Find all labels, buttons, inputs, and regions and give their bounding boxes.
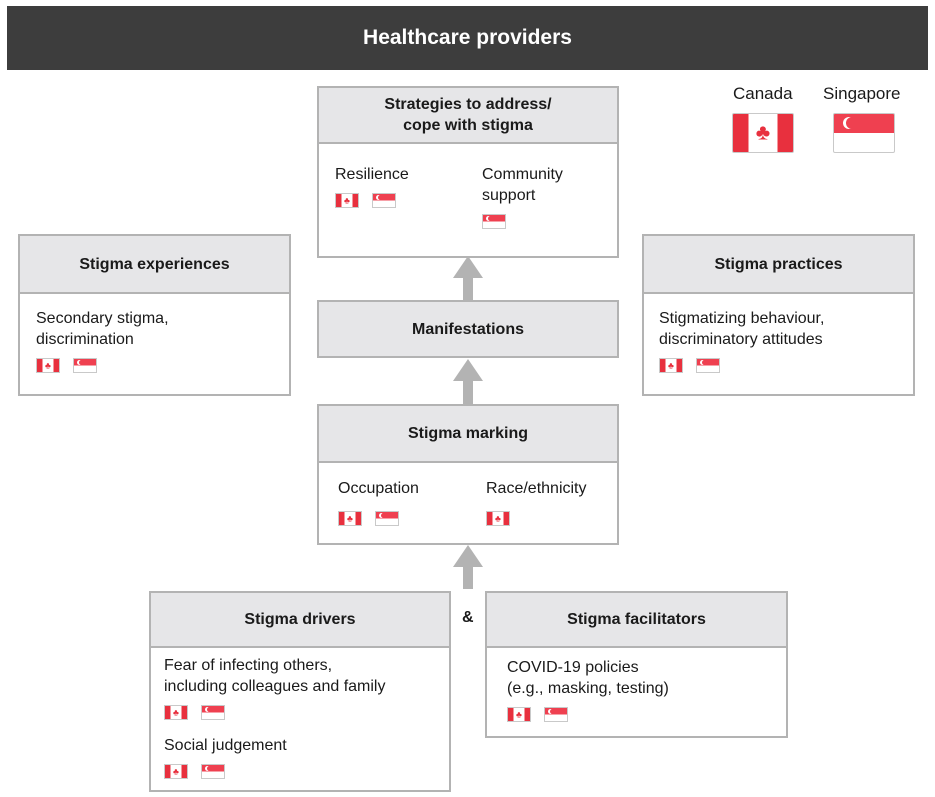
canada-flag-icon: ♣ (486, 511, 510, 526)
canada-flag-icon: ♣ (335, 193, 359, 208)
practices-title: Stigma practices (644, 236, 913, 294)
drivers-box: Stigma drivers Fear of infecting others,… (149, 591, 451, 792)
singapore-flag-icon (201, 705, 225, 720)
legend-label-singapore: Singapore (823, 84, 901, 103)
drivers-title: Stigma drivers (151, 593, 449, 648)
canada-flag-icon: ♣ (164, 764, 188, 779)
canada-flag-icon: ♣ (659, 358, 683, 373)
canada-flag-icon: ♣ (507, 707, 531, 722)
singapore-flag-icon (73, 358, 97, 373)
item-stigmatizing-behaviour: Stigmatizing behaviour, discriminatory a… (659, 308, 824, 373)
singapore-flag-icon (201, 764, 225, 779)
item-social-judgement: Social judgement ♣ (164, 735, 287, 779)
strategies-box: Strategies to address/ cope with stigma … (317, 86, 619, 258)
facilitators-title: Stigma facilitators (487, 593, 786, 648)
item-resilience: Resilience ♣ (335, 164, 409, 208)
canada-flag-icon: ♣ (36, 358, 60, 373)
experiences-title: Stigma experiences (20, 236, 289, 294)
legend-label-canada: Canada (733, 84, 793, 103)
manifestations-title: Manifestations (319, 302, 617, 356)
practices-box: Stigma practices Stigmatizing behaviour,… (642, 234, 915, 396)
canada-flag-icon: ♣ (164, 705, 188, 720)
ampersand-connector: & (462, 609, 474, 626)
singapore-flag-icon (833, 113, 895, 153)
experiences-box: Stigma experiences Secondary stigma, dis… (18, 234, 291, 396)
canada-flag-icon: ♣ (732, 113, 794, 153)
singapore-flag-icon (482, 214, 506, 229)
manifestations-box: Manifestations (317, 300, 619, 358)
singapore-flag-icon (372, 193, 396, 208)
singapore-flag-icon (696, 358, 720, 373)
facilitators-box: Stigma facilitators COVID-19 policies (e… (485, 591, 788, 738)
item-covid-policies: COVID-19 policies (e.g., masking, testin… (507, 657, 669, 722)
strategies-title: Strategies to address/ cope with stigma (319, 88, 617, 144)
singapore-flag-icon (544, 707, 568, 722)
item-occupation: Occupation ♣ (338, 478, 419, 526)
item-community-support: Community support (482, 164, 563, 229)
arrow-up-icon (453, 545, 483, 589)
item-race-ethnicity: Race/ethnicity ♣ (486, 478, 587, 526)
header-banner: Healthcare providers (7, 6, 928, 70)
page-title: Healthcare providers (363, 26, 572, 49)
singapore-flag-icon (375, 511, 399, 526)
marking-box: Stigma marking Occupation ♣ Race/ethnici… (317, 404, 619, 545)
item-fear-of-infecting: Fear of infecting others, including coll… (164, 655, 385, 720)
arrow-up-icon (453, 256, 483, 300)
item-secondary-stigma: Secondary stigma, discrimination ♣ (36, 308, 169, 373)
arrow-up-icon (453, 359, 483, 404)
marking-title: Stigma marking (319, 406, 617, 463)
canada-flag-icon: ♣ (338, 511, 362, 526)
